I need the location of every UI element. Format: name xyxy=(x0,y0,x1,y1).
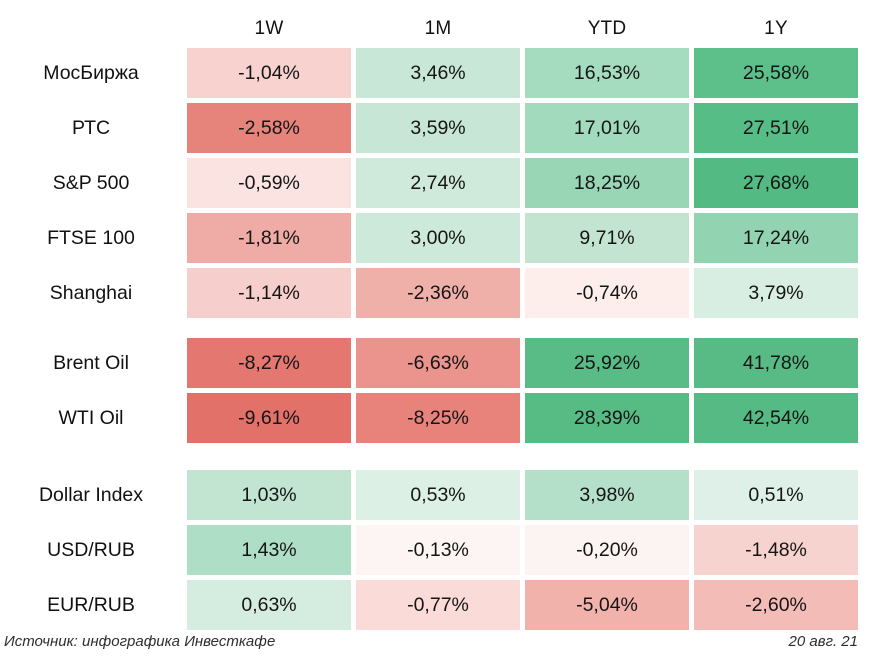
heatmap-cell: 41,78% xyxy=(694,338,858,388)
column-header-ytd: YTD xyxy=(587,18,627,39)
heatmap-cell: 1,03% xyxy=(187,470,351,520)
column-header-1y: 1Y xyxy=(764,18,788,39)
heatmap-cell: -8,25% xyxy=(356,393,520,443)
heatmap-cell: 3,00% xyxy=(356,213,520,263)
heatmap-cell: -2,36% xyxy=(356,268,520,318)
row-label: WTI Oil xyxy=(58,406,124,429)
table-row: EUR/RUB 0,63% -0,77% -5,04% -2,60% xyxy=(0,580,858,630)
heatmap-cell: -9,61% xyxy=(187,393,351,443)
heatmap-cell: 1,43% xyxy=(187,525,351,575)
heatmap-cell: -5,04% xyxy=(525,580,689,630)
heatmap-cell: -0,77% xyxy=(356,580,520,630)
table-row: WTI Oil -9,61% -8,25% 28,39% 42,54% xyxy=(0,393,858,443)
table-row: МосБиржа -1,04% 3,46% 16,53% 25,58% xyxy=(0,48,858,98)
heatmap-cell: -1,04% xyxy=(187,48,351,98)
row-label: FTSE 100 xyxy=(47,226,135,249)
heatmap-cell: 3,79% xyxy=(694,268,858,318)
column-header-1m: 1M xyxy=(424,18,452,39)
heatmap-cell: 28,39% xyxy=(525,393,689,443)
table-row: Shanghai -1,14% -2,36% -0,74% 3,79% xyxy=(0,268,858,318)
heatmap-cell: -0,13% xyxy=(356,525,520,575)
table-row: USD/RUB 1,43% -0,13% -0,20% -1,48% xyxy=(0,525,858,575)
heatmap-cell: 17,01% xyxy=(525,103,689,153)
heatmap-cell: -8,27% xyxy=(187,338,351,388)
heatmap-cell: -0,74% xyxy=(525,268,689,318)
heatmap-cell: 18,25% xyxy=(525,158,689,208)
row-label: Dollar Index xyxy=(38,483,144,506)
section-currencies: Dollar Index 1,03% 0,53% 3,98% 0,51% USD/RUB 1… xyxy=(0,470,874,630)
heatmap-cell: 42,54% xyxy=(694,393,858,443)
heatmap-cell: 0,53% xyxy=(356,470,520,520)
section-commodities: Brent Oil -8,27% -6,63% 25,92% 41,78% WTI Oil… xyxy=(0,338,874,443)
heatmap-cell: -1,14% xyxy=(187,268,351,318)
heatmap-cell: 16,53% xyxy=(525,48,689,98)
section-gap xyxy=(0,443,874,470)
column-header-row: 1W 1M YTD 1Y xyxy=(0,10,858,48)
heatmap-cell: -1,48% xyxy=(694,525,858,575)
heatmap-cell: 25,58% xyxy=(694,48,858,98)
heatmap-infographic: 1W 1M YTD 1Y МосБиржа -1,04% 3,46% 16,53% 25… xyxy=(0,10,874,630)
table-row: Dollar Index 1,03% 0,53% 3,98% 0,51% xyxy=(0,470,858,520)
row-label: S&P 500 xyxy=(52,171,130,194)
section-equity-indices: МосБиржа -1,04% 3,46% 16,53% 25,58% РТС -2,58%… xyxy=(0,48,874,318)
heatmap-cell: 27,68% xyxy=(694,158,858,208)
heatmap-cell: 3,46% xyxy=(356,48,520,98)
heatmap-cell: 2,74% xyxy=(356,158,520,208)
heatmap-cell: 27,51% xyxy=(694,103,858,153)
heatmap-cell: 25,92% xyxy=(525,338,689,388)
heatmap-cell: 3,98% xyxy=(525,470,689,520)
heatmap-cell: 0,51% xyxy=(694,470,858,520)
heatmap-cell: -6,63% xyxy=(356,338,520,388)
table-row: Brent Oil -8,27% -6,63% 25,92% 41,78% xyxy=(0,338,858,388)
heatmap-cell: 9,71% xyxy=(525,213,689,263)
table-row: FTSE 100 -1,81% 3,00% 9,71% 17,24% xyxy=(0,213,858,263)
heatmap-cell: -1,81% xyxy=(187,213,351,263)
date-caption: 20 авг. 21 xyxy=(788,633,858,650)
heatmap-cell: 17,24% xyxy=(694,213,858,263)
table-row: РТС -2,58% 3,59% 17,01% 27,51% xyxy=(0,103,858,153)
source-caption: Источник: инфографика Инвесткафе xyxy=(4,633,276,650)
section-gap xyxy=(0,318,874,338)
row-label: МосБиржа xyxy=(43,61,139,84)
row-label: EUR/RUB xyxy=(47,593,135,616)
row-label: Brent Oil xyxy=(53,351,129,374)
row-label: USD/RUB xyxy=(47,538,135,561)
heatmap-cell: -0,20% xyxy=(525,525,689,575)
row-label: РТС xyxy=(71,116,111,139)
column-header-1w: 1W xyxy=(254,18,284,39)
heatmap-body: МосБиржа -1,04% 3,46% 16,53% 25,58% РТС -2,58%… xyxy=(0,48,874,630)
table-row: S&P 500 -0,59% 2,74% 18,25% 27,68% xyxy=(0,158,858,208)
heatmap-cell: -2,58% xyxy=(187,103,351,153)
heatmap-cell: -0,59% xyxy=(187,158,351,208)
footer: Источник: инфографика Инвесткафе 20 авг.… xyxy=(4,633,858,650)
heatmap-cell: 3,59% xyxy=(356,103,520,153)
heatmap-cell: -2,60% xyxy=(694,580,858,630)
heatmap-cell: 0,63% xyxy=(187,580,351,630)
row-label: Shanghai xyxy=(49,281,133,304)
